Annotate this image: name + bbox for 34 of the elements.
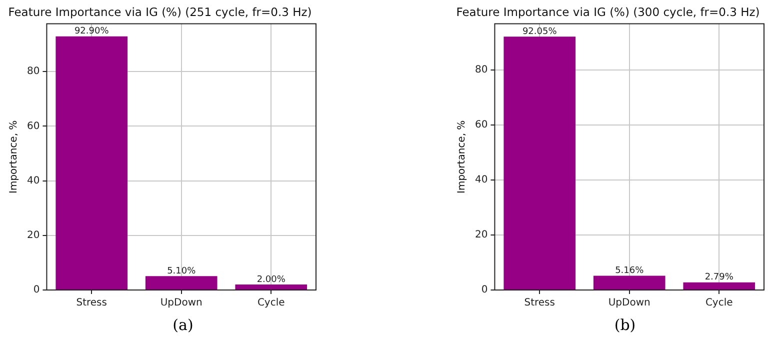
y-tick-label: 40 xyxy=(26,175,40,186)
data-label: 92.90% xyxy=(74,26,110,37)
data-label: 2.79% xyxy=(704,272,734,283)
x-tick-label: UpDown xyxy=(608,298,650,309)
data-label: 92.05% xyxy=(522,26,558,37)
x-tick-label: Stress xyxy=(524,298,555,309)
text: (b) xyxy=(613,316,637,334)
bar xyxy=(235,284,308,290)
y-tick-label: 0 xyxy=(33,284,40,296)
y-tick-label: 40 xyxy=(474,174,488,186)
chart-title: Feature Importance via IG (%) (300 cycle, fr=0.3 Hz) xyxy=(456,4,760,19)
y-tick-label: 80 xyxy=(474,64,488,76)
x-tick-label: Cycle xyxy=(705,298,733,309)
data-label: 2.00% xyxy=(256,274,286,285)
y-tick-label: 60 xyxy=(474,119,488,130)
y-tick-label: 0 xyxy=(481,284,488,296)
x-tick-label: Stress xyxy=(76,298,107,309)
y-axis-title: Importance, % xyxy=(456,120,468,194)
bar xyxy=(683,282,756,290)
chart-title: Feature Importance via IG (%) (251 cycle, fr=0.3 Hz) xyxy=(8,4,312,19)
bar xyxy=(145,276,218,290)
bar xyxy=(56,36,128,290)
y-tick-label: 60 xyxy=(26,120,40,132)
x-tick-label: Cycle xyxy=(257,298,285,309)
text: (a) xyxy=(172,316,194,334)
x-tick-label: UpDown xyxy=(160,298,202,309)
y-tick-label: 80 xyxy=(26,66,40,78)
y-tick-label: 20 xyxy=(474,230,488,241)
y-tick-label: 20 xyxy=(26,230,40,241)
data-label: 5.10% xyxy=(167,266,196,276)
data-label: 5.16% xyxy=(615,266,644,276)
bar xyxy=(504,36,576,290)
y-axis-title: Importance, % xyxy=(8,120,20,194)
bar xyxy=(593,276,666,290)
